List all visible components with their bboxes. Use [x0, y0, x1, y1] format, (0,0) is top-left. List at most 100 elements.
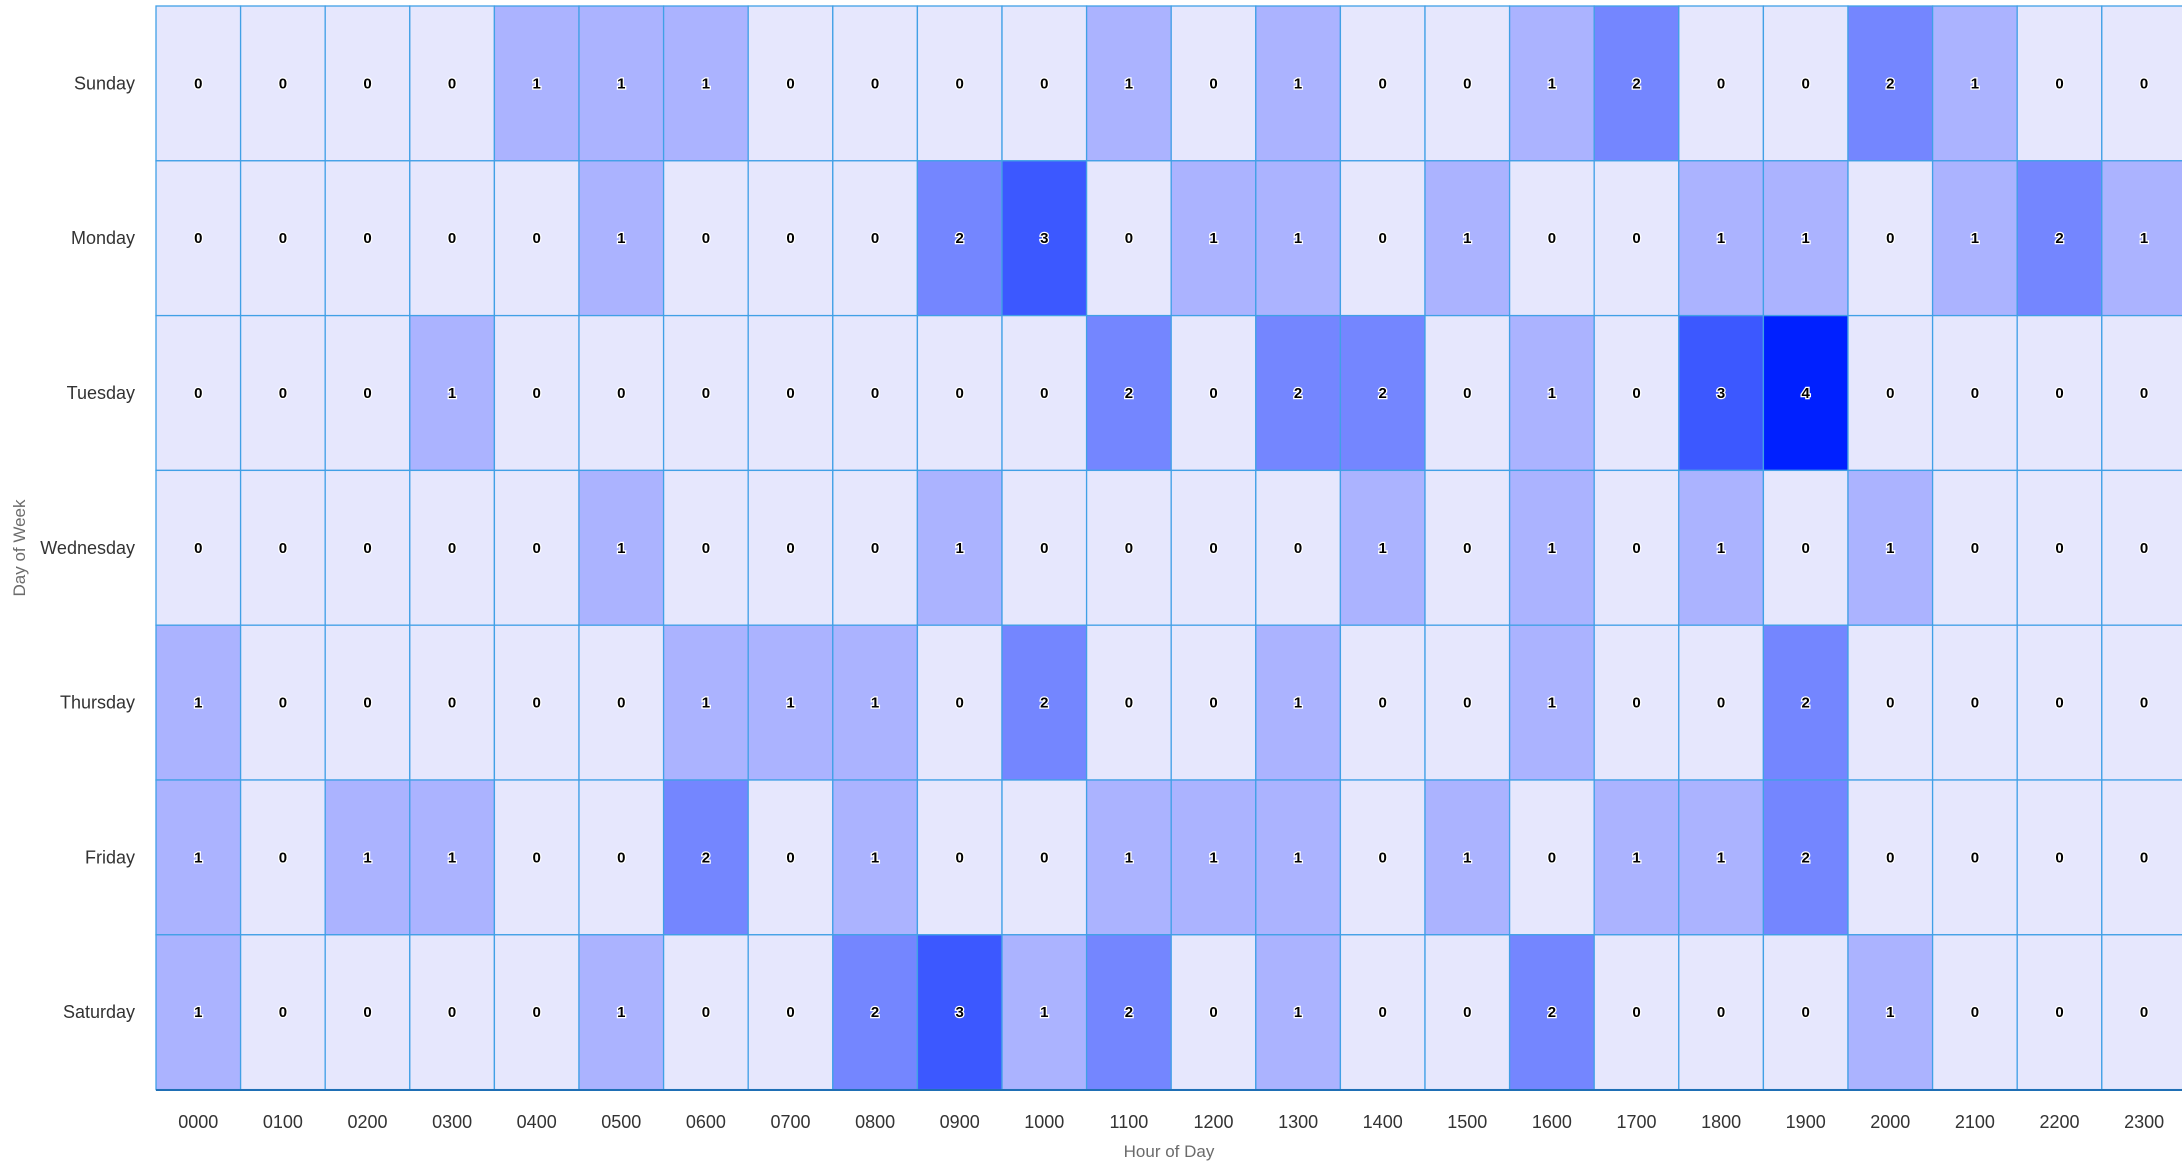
- cell-value-label: 1: [363, 849, 371, 866]
- cell-value-label: 1: [1379, 540, 1387, 557]
- x-tick-label-0200: 0200: [347, 1112, 387, 1132]
- cell-value-label: 0: [786, 230, 794, 247]
- cell-value-label: 0: [363, 385, 371, 402]
- heatmap-cell-tuesday-1200: [1170, 314, 1257, 472]
- cell-value-label: 0: [533, 695, 541, 712]
- cell-value-label: 0: [1632, 230, 1640, 247]
- cell-value-label: 0: [956, 849, 964, 866]
- heatmap-cell-friday-2300: [2101, 779, 2182, 936]
- cell-value-label: 1: [617, 540, 625, 557]
- x-tick-label-2000: 2000: [1870, 1112, 1910, 1132]
- cell-value-label: 0: [1802, 75, 1810, 92]
- cell-value-label: 1: [1717, 849, 1725, 866]
- heatmap-cell-sunday-2200: [2016, 5, 2103, 162]
- cell-value-label: 0: [786, 849, 794, 866]
- cell-value-label: 0: [1379, 849, 1387, 866]
- cell-value-label: 0: [448, 540, 456, 557]
- heatmap-cell-monday-1200: [1170, 160, 1257, 317]
- cell-value-label: 1: [1463, 230, 1471, 247]
- heatmap-cell-wednesday-1800: [1678, 469, 1765, 626]
- heatmap-cell-tuesday-1700: [1593, 314, 1680, 472]
- cell-value-label: 2: [702, 849, 710, 866]
- heatmap-cell-monday-1500: [1424, 160, 1511, 317]
- heatmap-cell-thursday-2000: [1847, 624, 1934, 781]
- heatmap-cell-friday-0700: [747, 779, 834, 936]
- heatmap-cell-monday-1600: [1508, 160, 1595, 317]
- heatmap-cell-tuesday-2100: [1931, 314, 2018, 472]
- heatmap-cell-monday-0300: [409, 160, 496, 317]
- cell-value-label: 0: [279, 849, 287, 866]
- x-tick-label-0100: 0100: [263, 1112, 303, 1132]
- y-tick-label-monday: Monday: [71, 228, 135, 248]
- y-tick-label-friday: Friday: [85, 847, 135, 867]
- y-tick-label-sunday: Sunday: [74, 73, 135, 93]
- cell-value-label: 1: [194, 695, 202, 712]
- cell-value-label: 0: [617, 849, 625, 866]
- cell-value-label: 0: [533, 230, 541, 247]
- cell-value-label: 0: [2055, 75, 2063, 92]
- heatmap-cell-friday-1500: [1424, 779, 1511, 936]
- cell-value-label: 1: [1294, 75, 1302, 92]
- heatmap-cell-monday-2200: [2016, 160, 2103, 317]
- x-tick-label-1200: 1200: [1193, 1112, 1233, 1132]
- cell-value-label: 0: [871, 385, 879, 402]
- heatmap-cell-wednesday-0000: [155, 469, 242, 626]
- cell-value-label: 1: [1548, 385, 1556, 402]
- heatmap-cell-tuesday-0000: [155, 314, 242, 472]
- heatmap-cell-monday-1900: [1762, 160, 1849, 317]
- cell-value-label: 2: [1548, 1004, 1556, 1021]
- heatmap-cell-sunday-0000: [155, 5, 242, 162]
- cell-value-label: 0: [1886, 695, 1894, 712]
- cell-value-label: 0: [1632, 695, 1640, 712]
- heatmap-cell-monday-0200: [324, 160, 411, 317]
- heatmap-cell-sunday-1500: [1424, 5, 1511, 162]
- cell-value-label: 0: [448, 1004, 456, 1021]
- cell-value-label: 0: [1040, 540, 1048, 557]
- heatmap-cell-sunday-1300: [1255, 5, 1342, 162]
- cell-value-label: 0: [1040, 385, 1048, 402]
- cell-value-label: 0: [1209, 695, 1217, 712]
- cell-value-label: 0: [194, 230, 202, 247]
- cell-value-label: 0: [279, 540, 287, 557]
- heatmap-cell-monday-0000: [155, 160, 242, 317]
- x-tick-label-2200: 2200: [2039, 1112, 2079, 1132]
- heatmap-cell-wednesday-0400: [493, 469, 580, 626]
- heatmap-cell-tuesday-1000: [1001, 314, 1088, 472]
- cell-value-label: 2: [1125, 1004, 1133, 1021]
- heatmap-cell-saturday-1400: [1339, 934, 1426, 1091]
- cell-value-label: 1: [533, 75, 541, 92]
- cell-value-label: 1: [1717, 230, 1725, 247]
- x-tick-label-1400: 1400: [1363, 1112, 1403, 1132]
- heatmap-cell-monday-0800: [832, 160, 919, 317]
- heatmap-cell-sunday-2300: [2101, 5, 2182, 162]
- cell-value-label: 0: [1886, 849, 1894, 866]
- cell-value-label: 0: [1632, 540, 1640, 557]
- cell-value-label: 0: [1040, 75, 1048, 92]
- cell-value-label: 0: [1463, 540, 1471, 557]
- cell-value-label: 0: [194, 540, 202, 557]
- heatmap-cell-saturday-2200: [2016, 934, 2103, 1091]
- cell-value-label: 0: [871, 230, 879, 247]
- cell-value-label: 0: [279, 75, 287, 92]
- heatmap-cell-saturday-0300: [409, 934, 496, 1091]
- cell-value-label: 0: [1971, 385, 1979, 402]
- heatmap-cell-tuesday-2300: [2101, 314, 2182, 472]
- heatmap-cell-tuesday-0600: [662, 314, 749, 472]
- cell-value-label: 0: [194, 75, 202, 92]
- cell-value-label: 0: [956, 75, 964, 92]
- x-axis-title: Hour of Day: [1124, 1142, 1215, 1161]
- heatmap-cell-thursday-0500: [578, 624, 665, 781]
- y-tick-label-thursday: Thursday: [60, 693, 135, 713]
- x-axis-tick-labels: 0000 0100 0200 0300 0400 0500 0600 0700 0800 0900…: [178, 1112, 2164, 1132]
- cell-value-label: 1: [1971, 75, 1979, 92]
- heatmap-cell-saturday-1500: [1424, 934, 1511, 1091]
- heatmap-cell-monday-0700: [747, 160, 834, 317]
- cell-value-label: 0: [533, 1004, 541, 1021]
- heatmap-cell-friday-0400: [493, 779, 580, 936]
- heatmap-cell-saturday-1200: [1170, 934, 1257, 1091]
- cell-value-label: 1: [1632, 849, 1640, 866]
- cell-value-label: 0: [1548, 230, 1556, 247]
- heatmap-cell-monday-2000: [1847, 160, 1934, 317]
- heatmap-cell-monday-2300: [2101, 160, 2182, 317]
- heatmap-cell-saturday-2000: [1847, 934, 1934, 1091]
